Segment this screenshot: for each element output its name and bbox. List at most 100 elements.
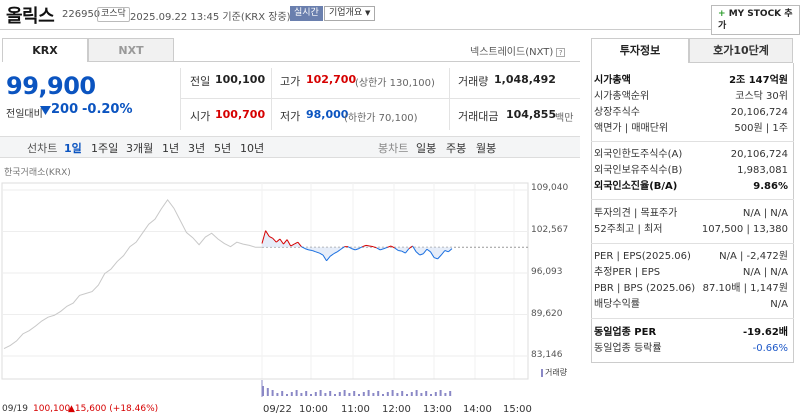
today-line-segment [301, 246, 306, 250]
week52-label: 52주최고 | 최저 [594, 224, 663, 235]
amount-unit: 백만 [555, 113, 574, 124]
add-my-stock-button[interactable]: + MY STOCK 추가 [711, 5, 800, 35]
today-line-segment [322, 254, 327, 262]
divider [180, 98, 580, 99]
period-1d[interactable]: 1일 [64, 142, 82, 155]
period-toolbar [0, 136, 580, 158]
dividend-label: 배당수익률 [594, 299, 640, 310]
divider [271, 68, 272, 130]
par-label: 액면가 | 매매단위 [594, 123, 669, 134]
info-row: 액면가 | 매매단위 500원 | 1주 [594, 121, 794, 136]
today-line-segment [369, 245, 374, 248]
period-5y[interactable]: 5년 [214, 142, 232, 155]
info-row: 외국인한도주식수(A) 20,106,724 [594, 147, 794, 162]
foreign-limit-label: 외국인한도주식수(A) [594, 149, 683, 160]
period-1w[interactable]: 1주일 [91, 142, 119, 155]
stock-header [0, 0, 800, 30]
volume-value: 1,048,492 [494, 73, 556, 86]
amount-value: 104,855 [506, 108, 557, 121]
tab-nxt[interactable]: NXT [88, 38, 174, 62]
volume-bar [430, 394, 432, 396]
volume-bar [396, 393, 399, 396]
tab-krx[interactable]: KRX [2, 38, 88, 62]
realtime-button[interactable]: 실시간 [290, 6, 323, 21]
info-row: 상장주식수 20,106,724 [594, 105, 794, 120]
industry-rate-label: 동일업종 등락률 [594, 343, 662, 354]
nextrade-link[interactable]: 넥스트레이드(NXT)? [470, 43, 566, 58]
volume-bar [310, 394, 312, 396]
today-line-segment [376, 247, 381, 251]
today-line-segment [358, 246, 363, 250]
market-cap-label: 시가총액 [594, 75, 631, 86]
volume-bar [314, 392, 317, 396]
dividend-value: N/A [770, 299, 788, 310]
info-row: 배당수익률 N/A [594, 297, 794, 312]
candle-monthly[interactable]: 월봉 [476, 142, 497, 155]
info-row: 동일업종 등락률 -0.66% [594, 341, 794, 356]
today-line-segment [430, 251, 435, 258]
info-panel [591, 63, 794, 363]
y-tick-label: 109,040 [531, 183, 569, 193]
today-line-segment [365, 244, 370, 247]
today-line-segment [444, 250, 449, 253]
par-value: 500원 | 1주 [734, 123, 788, 134]
candle-weekly[interactable]: 주봉 [446, 142, 467, 155]
volume-bar [406, 394, 408, 396]
y-tick-label: 102,567 [531, 225, 569, 235]
info-row: 동일업종 PER -19.62배 [594, 325, 794, 340]
period-3y[interactable]: 3년 [188, 142, 206, 155]
volume-bar [286, 394, 288, 396]
volume-bar [324, 393, 327, 396]
tab-order-book[interactable]: 호가10단계 [689, 38, 793, 63]
volume-bar [362, 392, 365, 396]
price-chart[interactable] [0, 175, 582, 405]
volume-bar [266, 388, 269, 396]
today-line-segment [387, 245, 392, 248]
volume-bar [271, 390, 274, 396]
pbr-label: PBR | BPS (2025.06) [594, 283, 696, 294]
period-1y[interactable]: 1년 [162, 142, 180, 155]
today-line-segment [315, 251, 320, 254]
company-overview-button[interactable]: 기업개요 ▼ [324, 6, 376, 21]
period-10y[interactable]: 10년 [240, 142, 265, 155]
info-row: PER | EPS(2025.06) N/A | -2,472원 [594, 249, 794, 264]
week52-value: 107,500 | 13,380 [701, 224, 788, 235]
today-line-segment [437, 254, 442, 260]
today-line-segment [312, 250, 316, 253]
divider [591, 199, 794, 200]
volume-bar [295, 390, 298, 396]
today-line-segment [261, 230, 267, 244]
volume-bar [343, 390, 346, 396]
volume-bar [281, 391, 284, 396]
quote-timestamp: 2025.09.22 13:45 기준(KRX 장중) [130, 12, 291, 23]
help-icon[interactable]: ? [556, 47, 566, 57]
tab-underline [174, 61, 580, 62]
period-3m[interactable]: 3개월 [126, 142, 154, 155]
today-line-segment [440, 250, 446, 256]
candle-daily[interactable]: 일봉 [416, 142, 437, 155]
volume-bar [391, 390, 394, 396]
volume-bar [329, 391, 332, 396]
volume-bar [386, 392, 389, 396]
today-line-segment [272, 237, 277, 243]
today-line-segment [419, 253, 424, 256]
est-per-value: N/A | N/A [742, 267, 788, 278]
today-line-segment [276, 238, 281, 243]
today-line-segment [297, 241, 302, 247]
today-line-segment [351, 248, 356, 251]
down-triangle-icon [40, 106, 51, 115]
info-row: 시가총액 2조 147억원 [594, 73, 794, 88]
shares-value: 20,106,724 [730, 107, 788, 118]
volume-bar [276, 393, 279, 396]
today-line-segment [390, 245, 395, 249]
today-line-segment [340, 246, 345, 250]
opinion-label: 투자의견 | 목표주가 [594, 208, 678, 219]
pbr-value: 87.10배 | 1,147원 [702, 283, 788, 294]
change-percent: -0.20% [82, 102, 133, 117]
y-tick-label: 83,146 [531, 350, 563, 360]
info-row: PBR | BPS (2025.06) 87.10배 | 1,147원 [594, 281, 794, 296]
foreign-hold-value: 1,983,081 [737, 165, 788, 176]
today-line-segment [336, 248, 342, 253]
today-line-segment [268, 235, 273, 239]
tab-investment-info[interactable]: 투자정보 [591, 38, 689, 63]
